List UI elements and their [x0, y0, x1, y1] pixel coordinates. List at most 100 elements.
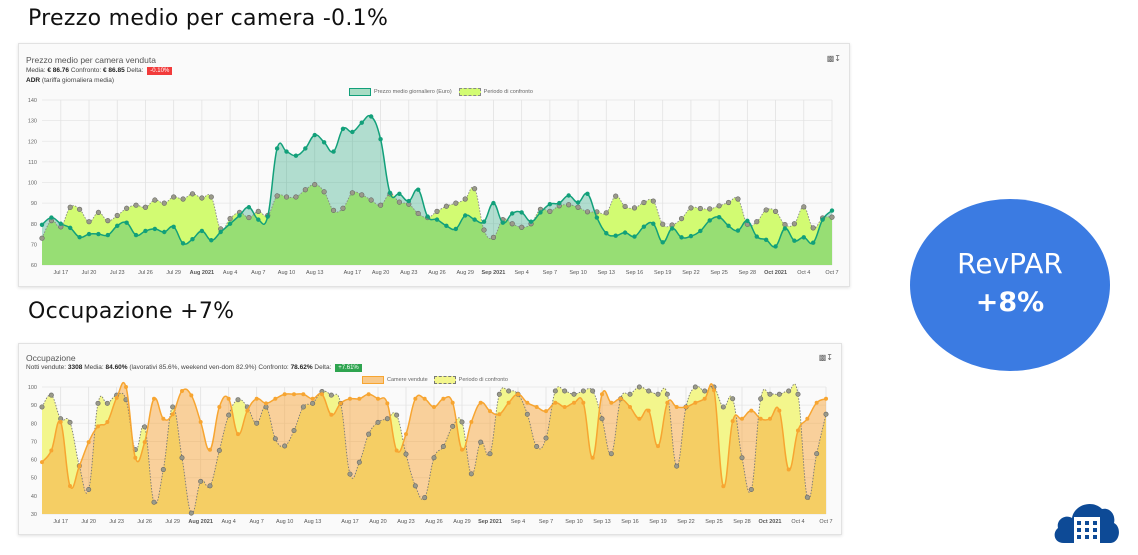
data-point	[246, 205, 252, 210]
data-point	[170, 412, 175, 417]
data-point	[575, 204, 581, 210]
data-point	[758, 396, 764, 402]
series-area	[42, 184, 832, 265]
legend-label-current[interactable]: Camere vendute	[387, 377, 428, 383]
legend-swatch-current[interactable]	[349, 88, 371, 96]
data-point	[162, 229, 167, 235]
y-tick-label: 60	[31, 458, 37, 464]
data-point	[725, 199, 732, 206]
x-tick-label: Oct 4	[791, 519, 804, 525]
confronto-value: € 86.85	[103, 67, 125, 74]
data-point	[613, 193, 619, 199]
data-point	[641, 199, 647, 206]
data-point	[198, 478, 204, 484]
data-point	[39, 235, 45, 241]
legend-label-compare[interactable]: Periodo di confronto	[483, 89, 533, 95]
data-point	[387, 190, 393, 196]
data-point	[697, 205, 703, 212]
data-point	[77, 206, 83, 212]
data-point	[415, 187, 421, 192]
data-point	[217, 404, 222, 409]
data-point	[730, 419, 735, 424]
data-point	[359, 192, 365, 198]
x-tick-label: Jul 29	[166, 270, 181, 276]
legend-label-compare[interactable]: Periodo di confronto	[458, 377, 508, 383]
data-point	[265, 214, 270, 219]
x-tick-label: Sep 4	[511, 519, 525, 525]
data-point	[188, 510, 194, 516]
data-point	[631, 205, 638, 211]
data-point	[349, 190, 355, 196]
data-point	[795, 391, 801, 397]
data-point	[152, 396, 156, 401]
data-point	[432, 404, 436, 409]
data-point	[384, 416, 390, 422]
data-point	[716, 214, 722, 220]
data-point	[105, 218, 111, 224]
data-point	[726, 223, 731, 229]
x-tick-label: Sep 13	[598, 270, 615, 276]
data-point	[58, 221, 64, 226]
print-download-icon[interactable]: ▩↧	[818, 353, 833, 362]
data-point	[368, 114, 374, 119]
data-point	[664, 391, 670, 397]
data-point	[692, 384, 698, 390]
data-point	[321, 140, 327, 145]
panel-title: Prezzo medio per camera venduta	[26, 55, 156, 65]
legend-swatch-current[interactable]	[362, 376, 384, 384]
data-point	[553, 400, 558, 405]
data-point	[95, 400, 101, 406]
data-point	[133, 202, 139, 208]
data-point	[810, 240, 816, 245]
x-tick-label: Sep 28	[733, 519, 750, 525]
media-value: € 86.76	[47, 67, 70, 74]
data-point	[236, 432, 240, 437]
data-point	[49, 215, 54, 220]
x-tick-label: Aug 17	[344, 270, 361, 276]
data-point	[754, 219, 760, 225]
data-point	[105, 420, 110, 425]
data-point	[773, 244, 778, 249]
media-label: Media:	[26, 67, 46, 74]
data-point	[283, 194, 290, 200]
data-point	[646, 408, 651, 413]
data-point	[720, 404, 726, 410]
data-point	[792, 238, 797, 243]
legend-swatch-compare[interactable]	[433, 376, 456, 384]
data-point	[312, 181, 318, 188]
legend-label-current[interactable]: Prezzo medio giornaliero (Euro)	[374, 89, 452, 95]
x-tick-label: Sep 16	[621, 519, 638, 525]
data-point	[368, 197, 374, 203]
data-point	[469, 420, 474, 425]
data-point	[58, 420, 63, 425]
data-point	[557, 200, 562, 206]
data-point	[678, 215, 685, 222]
legend-swatch-compare[interactable]	[458, 88, 481, 96]
x-tick-label: Sep 16	[626, 270, 643, 276]
data-point	[660, 221, 666, 227]
data-point	[357, 396, 362, 401]
data-point	[180, 241, 186, 246]
data-point	[534, 444, 540, 450]
data-point	[300, 404, 306, 410]
x-tick-label: Aug 7	[249, 519, 263, 525]
delta-badge: -0.10%	[147, 67, 173, 75]
data-point	[637, 416, 642, 421]
data-point	[434, 217, 440, 222]
data-point	[124, 385, 128, 389]
confronto-label: Confronto:	[70, 67, 102, 74]
data-point	[490, 234, 497, 240]
data-point	[580, 388, 586, 394]
data-point	[646, 388, 652, 394]
data-point	[422, 396, 427, 401]
data-point	[190, 237, 195, 242]
confronto-label: Confronto:	[258, 364, 289, 371]
data-point	[199, 195, 205, 201]
print-download-icon[interactable]: ▩↧	[826, 54, 841, 63]
adr-subtitle: ADR (tariffa giornaliera media)	[26, 77, 114, 84]
data-point	[749, 408, 754, 413]
x-tick-label: Aug 4	[223, 270, 237, 276]
data-point	[274, 146, 280, 151]
x-tick-label: Aug 10	[276, 519, 293, 525]
data-point	[86, 219, 92, 225]
